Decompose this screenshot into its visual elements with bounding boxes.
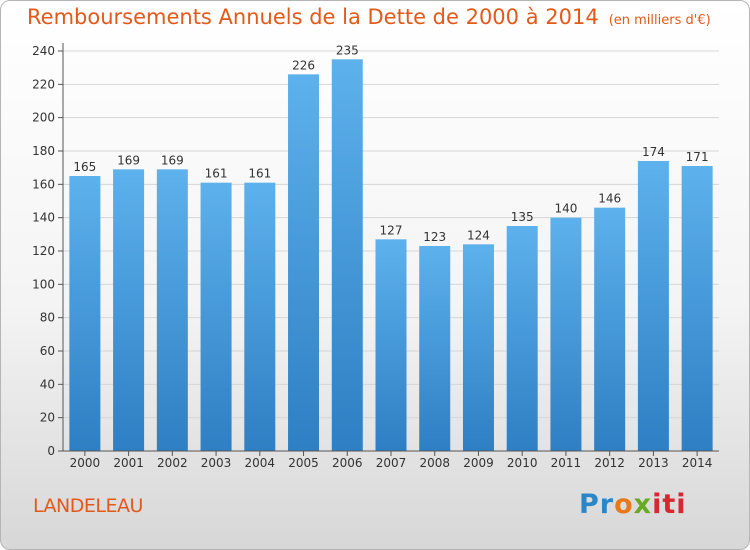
location-label: LANDELEAU: [33, 495, 143, 517]
data-label: 161: [248, 167, 271, 181]
y-tick-label: 120: [32, 244, 55, 258]
y-tick-label: 80: [40, 311, 55, 325]
proxiti-logo: Proxiti: [579, 489, 687, 520]
data-label: 161: [205, 167, 228, 181]
data-label: 169: [161, 153, 184, 167]
data-label: 174: [642, 145, 665, 159]
data-label: 146: [598, 192, 621, 206]
bar: [419, 246, 451, 451]
bar: [156, 169, 188, 452]
x-tick-label: 2001: [113, 456, 144, 470]
y-tick-label: 100: [32, 277, 55, 291]
bar: [375, 239, 407, 451]
bar: [637, 161, 669, 451]
y-tick-label: 220: [32, 77, 55, 91]
data-label: 123: [423, 230, 446, 244]
bar: [244, 182, 276, 451]
y-tick-label: 180: [32, 144, 55, 158]
x-tick-label: 2004: [245, 456, 276, 470]
y-tick-label: 240: [32, 44, 55, 58]
y-tick-label: 60: [40, 344, 55, 358]
data-label: 135: [511, 210, 534, 224]
axes: [58, 43, 719, 456]
y-tick-label: 140: [32, 211, 55, 225]
data-label: 169: [117, 153, 140, 167]
bar: [200, 182, 232, 451]
x-tick-label: 2012: [594, 456, 625, 470]
bar: [550, 217, 582, 451]
data-label: 165: [73, 160, 96, 174]
chart-title-text: Remboursements Annuels de la Dette de 20…: [27, 5, 599, 29]
bar: [681, 166, 713, 451]
y-tick-label: 0: [47, 444, 55, 458]
data-label: 235: [336, 43, 359, 57]
x-tick-label: 2007: [376, 456, 407, 470]
bar: [462, 244, 494, 451]
data-label: 226: [292, 58, 315, 72]
bar: [288, 74, 320, 451]
bar: [331, 59, 363, 451]
y-tick-label: 160: [32, 177, 55, 191]
y-tick-label: 20: [40, 411, 55, 425]
x-tick-label: 2008: [419, 456, 450, 470]
x-tick-label: 2009: [463, 456, 494, 470]
x-tick-label: 2000: [70, 456, 101, 470]
x-tick-label: 2005: [288, 456, 319, 470]
y-tick-label: 200: [32, 111, 55, 125]
x-tick-label: 2003: [201, 456, 232, 470]
x-tick-label: 2011: [551, 456, 582, 470]
y-tick-label: 40: [40, 377, 55, 391]
data-label: 171: [686, 150, 709, 164]
bar: [594, 207, 626, 451]
data-label: 140: [554, 202, 577, 216]
bar: [113, 169, 145, 452]
data-label: 127: [380, 223, 403, 237]
x-tick-label: 2013: [638, 456, 669, 470]
x-tick-label: 2002: [157, 456, 188, 470]
chart-title: Remboursements Annuels de la Dette de 20…: [27, 5, 711, 29]
unit-note: (en milliers d'€): [608, 13, 711, 28]
bar: [506, 226, 538, 451]
x-tick-label: 2010: [507, 456, 538, 470]
x-tick-label: 2006: [332, 456, 363, 470]
bar: [69, 176, 101, 451]
x-tick-label: 2014: [682, 456, 713, 470]
labels: 0 20 40 60 80 100 120 140 160 180 200 220 240 165 2000…: [32, 43, 712, 470]
bars: [69, 59, 713, 452]
data-label: 124: [467, 228, 490, 242]
